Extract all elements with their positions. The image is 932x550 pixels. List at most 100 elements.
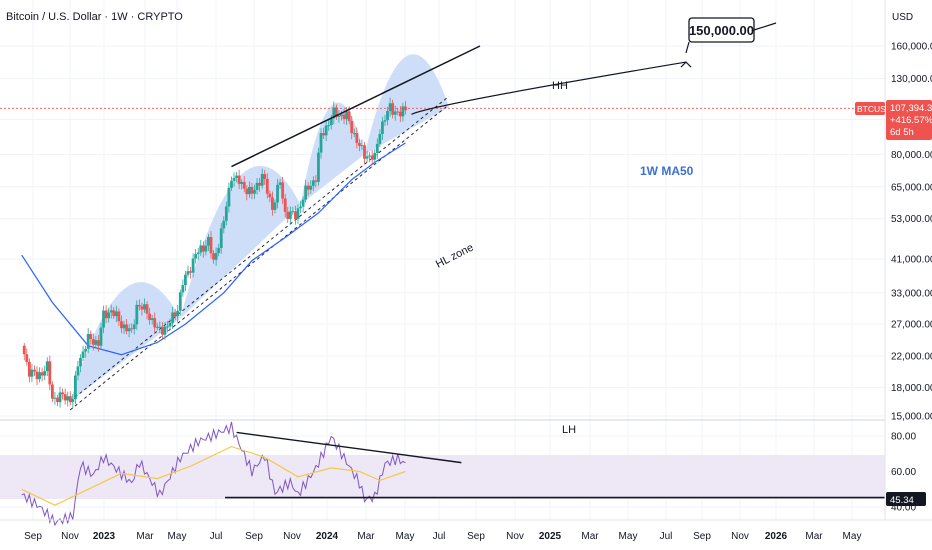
candle-body: [194, 254, 198, 259]
candle-body: [391, 103, 395, 115]
candle-body: [370, 155, 374, 160]
candle-body: [355, 133, 359, 143]
time-tick-label: Jul: [433, 531, 446, 542]
candle-body: [212, 253, 215, 260]
time-tick-label: 2024: [316, 531, 339, 542]
candle-body: [237, 175, 241, 184]
candle-body: [224, 206, 228, 221]
candle-body: [242, 181, 246, 189]
candle-body: [276, 184, 279, 203]
arc: [180, 165, 301, 319]
candle-body: [38, 372, 41, 380]
candle-body: [368, 155, 372, 157]
time-tick-label: 2025: [539, 531, 562, 542]
time-tick-label: Mar: [805, 531, 823, 542]
candle-body: [393, 111, 397, 115]
candle-body: [222, 220, 226, 229]
hh-line: [231, 45, 481, 168]
candle-body: [207, 236, 210, 246]
time-tick-label: May: [843, 531, 862, 542]
candle-body: [268, 193, 272, 198]
candle-body: [158, 326, 162, 328]
candle-body: [209, 236, 213, 254]
candle-body: [104, 310, 108, 319]
candle-body: [53, 397, 57, 399]
candle-body: [99, 327, 103, 346]
rsi-layer: LH: [21, 421, 885, 527]
candle-body: [235, 175, 238, 178]
candle-body: [196, 252, 200, 255]
target-callout-tail: [753, 22, 777, 31]
candle-body: [296, 208, 300, 219]
price-tick-label: 27,000.00: [891, 320, 932, 331]
candle-body: [373, 152, 377, 160]
candle-body: [219, 228, 223, 248]
rsi-tick-label: 40.00: [891, 503, 916, 514]
symbol-tag: [855, 102, 885, 115]
symbol-tag-text: BTCUSD: [857, 104, 892, 114]
candle-body: [283, 198, 287, 212]
price-tag-change: +416.57%: [890, 115, 932, 126]
candle-body: [45, 361, 49, 372]
price-tick-label: 33,000.00: [891, 288, 932, 299]
time-tick-label: Nov: [506, 531, 524, 542]
candle-body: [360, 145, 364, 147]
time-tick-label: Sep: [693, 531, 711, 542]
candle-body: [401, 106, 405, 117]
candle-body: [127, 328, 131, 332]
candle-body: [245, 188, 249, 195]
rsi-level-tag: 45.34: [886, 492, 926, 506]
candle-body: [352, 133, 356, 135]
price-tick-label: 80,000.00: [891, 150, 932, 161]
candle-body: [178, 292, 182, 311]
candle-body: [240, 181, 244, 184]
candle-body: [306, 185, 310, 190]
candle-body: [130, 328, 134, 330]
time-axis: Sep Nov 2023 Mar May Jul Sep Nov 2024 Mar May Jul Se…: [24, 531, 861, 542]
candle-body: [253, 190, 256, 194]
candle-body: [250, 186, 254, 194]
time-tick-label: Jul: [660, 531, 673, 542]
candle-body: [91, 339, 95, 345]
candle-body: [201, 245, 205, 252]
candle-body: [345, 111, 348, 120]
candle-body: [27, 361, 31, 377]
candle-body: [334, 107, 338, 117]
candle-body: [120, 321, 123, 329]
candle-body: [278, 182, 282, 185]
candle-body: [81, 351, 85, 358]
candle-body: [143, 304, 146, 310]
rsi-level-tag-bg: [886, 492, 926, 506]
candle-body: [102, 310, 105, 328]
chart-title: Bitcoin / U.S. Dollar · 1W · CRYPTO: [6, 11, 183, 23]
candle-body: [214, 252, 218, 260]
rsi-band: [0, 455, 885, 499]
price-tag-price: 107,394.37: [890, 103, 932, 114]
price-tick-label: 41,000.00: [891, 254, 932, 265]
candle-body: [386, 111, 389, 121]
hh-label: HH: [552, 80, 568, 92]
target-arrow: [411, 61, 687, 115]
candle-body: [89, 333, 93, 340]
candle-body: [171, 312, 175, 323]
candle-body: [68, 396, 72, 403]
candle-body: [204, 245, 208, 252]
candle-body: [342, 114, 346, 120]
candle-body: [398, 111, 402, 117]
candle-body: [365, 156, 369, 159]
candle-body: [109, 310, 113, 313]
candle-body: [22, 345, 26, 355]
candle-body: [286, 211, 290, 219]
candle-body: [48, 361, 52, 385]
candle-body: [148, 313, 151, 320]
candle-body: [329, 118, 333, 126]
candle-body: [58, 392, 62, 403]
time-tick-label: Nov: [283, 531, 301, 542]
candle-body: [227, 187, 231, 207]
candle-body: [176, 310, 180, 317]
candle-body: [97, 340, 100, 346]
time-tick-label: Sep: [24, 531, 42, 542]
target-callout-pointer: [685, 41, 690, 54]
candle-body: [184, 274, 187, 286]
candle-body: [76, 366, 80, 376]
